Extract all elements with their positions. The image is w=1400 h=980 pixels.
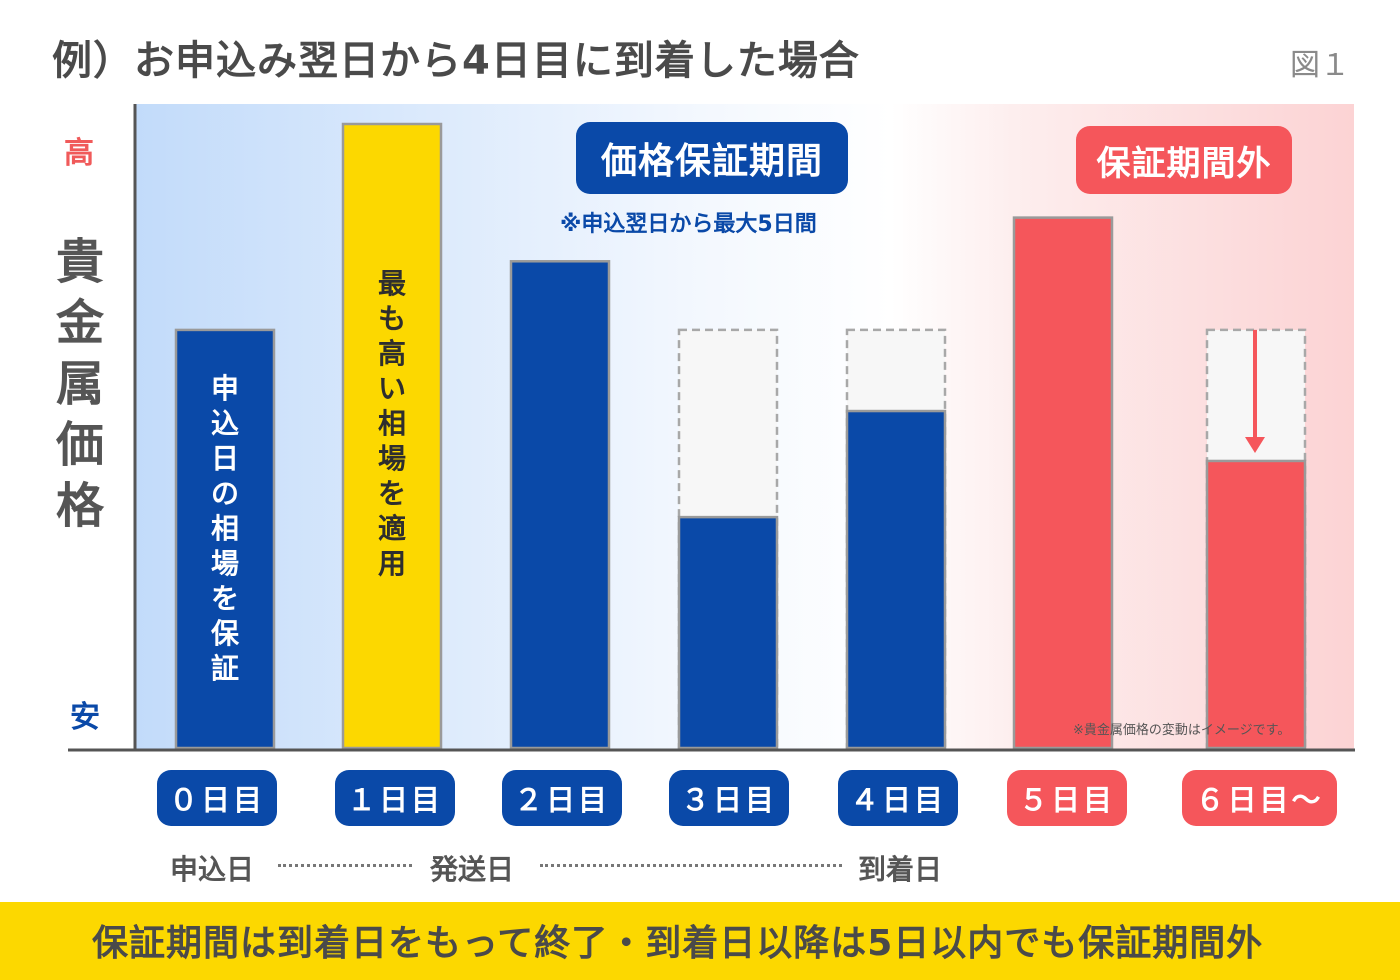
footer-banner: [0, 902, 1400, 980]
y-axis-high-label: 高: [64, 136, 94, 171]
category-label-day6: ６日目〜: [1182, 770, 1337, 826]
category-label-day3: ３日目: [669, 770, 789, 826]
guarantee-period-note: ※申込翌日から最大5日間: [560, 212, 817, 237]
figure-label: 図１: [1290, 48, 1350, 83]
bar-6: [1205, 459, 1307, 750]
bar-0: [174, 328, 276, 750]
bar-2: [509, 260, 611, 750]
timeline-ship-date: 発送日: [430, 853, 515, 886]
y-axis-title: 貴金属価格: [55, 234, 104, 534]
decline-arrow-head: [1245, 436, 1265, 453]
category-label-day1: １日目: [335, 770, 455, 826]
timeline-arrival-date: 到着日: [858, 853, 943, 886]
timeline-apply-date: 申込日: [170, 853, 255, 886]
bar-label-day1: 最も高い相場を適用: [377, 267, 406, 580]
footer-text: 保証期間は到着日をもって終了・到着日以降は5日以内でも保証期間外: [92, 923, 1264, 964]
outside-period-badge: 保証期間外: [1076, 126, 1292, 194]
disclaimer-note: ※貴金属価格の変動はイメージです。: [1073, 723, 1291, 738]
category-label-day0: ０日目: [157, 770, 277, 826]
guarantee-period-badge: 価格保証期間: [576, 122, 848, 194]
timeline-dots-2: [540, 864, 842, 867]
category-label-day5: ５日目: [1007, 770, 1127, 826]
bar-label-day0: 申込日の相場を保証: [210, 372, 239, 685]
page-title: 例）お申込み翌日から4日目に到着した場合: [52, 38, 860, 84]
price-chart: [68, 104, 1355, 752]
category-label-day4: ４日目: [838, 770, 958, 826]
bar-3: [677, 515, 779, 750]
category-label-day2: ２日目: [502, 770, 622, 826]
y-axis-low-label: 安: [70, 700, 100, 735]
bar-1: [341, 122, 443, 750]
bar-5: [1012, 216, 1114, 750]
timeline-dots-1: [278, 864, 412, 867]
bar-4: [845, 409, 947, 750]
